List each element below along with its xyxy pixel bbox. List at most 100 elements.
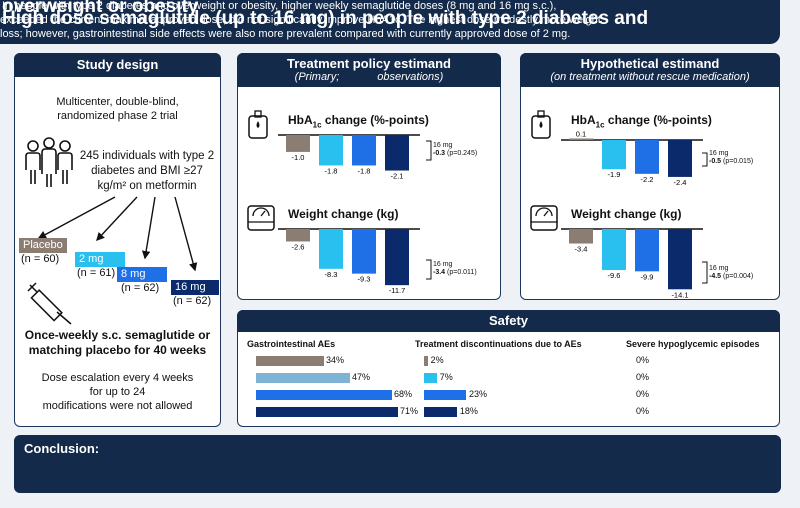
hy-weight-note: 16 mg -4.5 (p=0.004) — [709, 265, 754, 280]
discontinuation-value: 7% — [439, 372, 453, 382]
bar-16mg — [385, 229, 409, 286]
safety-title: Safety — [237, 310, 780, 332]
population-line-3: kg/m² on metformin — [97, 180, 197, 192]
arm-2mg-n: (n = 61) — [77, 267, 116, 279]
bar-value-label: -2.1 — [391, 172, 404, 181]
discontinuation-value: 23% — [469, 389, 488, 399]
summary-line-2: exceeded the current maximal approved do… — [0, 14, 601, 26]
weighing-scale-icon — [530, 205, 558, 231]
treatment-policy-subtitle-left: (Primary; — [294, 71, 340, 83]
discontinuation-value: 2% — [430, 355, 444, 365]
discontinuation-bar — [424, 390, 466, 400]
hypoglycemia-value: 0% — [636, 389, 650, 399]
escalation-line-2: for up to 24 — [89, 386, 146, 398]
arm-8mg-n: (n = 62) — [121, 282, 160, 294]
hy-hba1c-title: HbA1c change (%-points) — [571, 113, 712, 130]
gi-value: 34% — [326, 355, 345, 365]
gi-value: 71% — [400, 406, 419, 416]
hy-weight-title: Weight change (kg) — [571, 207, 682, 221]
bar-value-label: -2.2 — [641, 175, 654, 184]
hypothetical-title: Hypothetical estimand — [580, 56, 720, 71]
discontinuation-bar — [424, 407, 457, 417]
syringe-icon — [27, 282, 72, 325]
bar-8mg — [635, 140, 659, 174]
bar-value-label: -8.3 — [325, 270, 338, 279]
hy-hba1c-chart: 0.1 -1.9 -2.2 -2.4 — [561, 130, 703, 187]
bar-8mg — [635, 229, 659, 272]
hy-weight-bracket — [702, 261, 708, 284]
bar-placebo — [286, 229, 310, 242]
bar-value-label: -9.9 — [641, 272, 654, 281]
conclusion-title: Conclusion: — [24, 441, 100, 456]
header-banner: In people with type 2 diabetes and overw… — [0, 0, 780, 44]
glucose-meter-icon — [531, 110, 551, 139]
escalation-line-3: modifications were not allowed — [42, 400, 193, 412]
tp-hba1c-chart: -1.0 -1.8 -1.8 -2.1 — [278, 134, 420, 181]
people-group-icon — [25, 137, 73, 187]
tp-hba1c-note: 16 mg -0.3 (p=0.245) — [433, 142, 478, 157]
gi-bar — [256, 407, 398, 417]
escalation-line-1: Dose escalation every 4 weeks — [41, 372, 194, 384]
conclusion-panel: Conclusion: — [14, 435, 781, 493]
population-line-1: 245 individuals with type 2 — [79, 150, 215, 162]
title-line-1: overweight or obesity — [2, 0, 199, 17]
gi-bar — [256, 373, 350, 383]
bar-value-label: -1.0 — [292, 153, 305, 162]
bar-8mg — [352, 135, 376, 166]
bar-value-label: 0.1 — [576, 130, 586, 138]
bar-placebo — [286, 135, 310, 152]
treatment-policy-panel: Treatment policy estimand (Primary; obser… — [237, 53, 501, 300]
hy-hba1c-note: 16 mg -0.5 (p=0.015) — [709, 150, 754, 165]
discontinuation-bar — [424, 373, 437, 383]
discontinuation-bar — [424, 356, 428, 366]
treatment-policy-subtitle-right: observations) — [377, 71, 444, 83]
hypoglycemia-value: 0% — [636, 355, 650, 365]
arm-placebo-n: (n = 60) — [21, 253, 60, 265]
bar-16mg — [385, 135, 409, 171]
discontinuation-value: 18% — [459, 406, 478, 416]
arm-16mg-n: (n = 62) — [173, 295, 212, 307]
hypothetical-header: Hypothetical estimand (on treatment with… — [520, 53, 780, 87]
treatment-policy-header: Treatment policy estimand (Primary; obser… — [237, 53, 501, 87]
bar-2mg — [602, 140, 626, 170]
bar-8mg — [352, 229, 376, 274]
tp-weight-bracket — [426, 259, 432, 280]
title-line-2: High dose semaglutide (up to 16 mg) in p… — [2, 8, 649, 29]
bar-value-label: -1.8 — [358, 166, 371, 175]
gi-value: 68% — [394, 389, 413, 399]
study-design-title: Study design — [14, 53, 221, 77]
bar-value-label: -14.1 — [671, 290, 688, 299]
hy-hba1c-bracket — [702, 152, 708, 167]
design-line-1: Multicenter, double-blind, — [56, 96, 179, 108]
summary-line-3: loss; however, gastrointestinal side eff… — [0, 28, 571, 40]
bar-value-label: -9.3 — [358, 275, 371, 284]
bar-16mg — [668, 229, 692, 290]
bar-value-label: -2.6 — [292, 242, 305, 251]
treatment-line-1: Once-weekly s.c. semaglutide or — [24, 328, 211, 342]
tp-weight-title: Weight change (kg) — [288, 207, 399, 221]
arm-placebo-chip: Placebo — [19, 238, 67, 253]
discontinuation-header: Treatment discontinuations due to AEs — [415, 339, 582, 349]
arm-16mg-chip: 16 mg — [171, 280, 219, 295]
hypoglycemia-header: Severe hypoglycemic episodes — [626, 339, 760, 349]
tp-hba1c-bracket — [426, 140, 432, 161]
hypothetical-panel: Hypothetical estimand (on treatment with… — [520, 53, 780, 300]
gi-bar — [256, 390, 392, 400]
summary-line-1: In people with type 2 diabetes and overw… — [2, 0, 557, 12]
gi-header: Gastrointestinal AEs — [247, 339, 336, 349]
hypothetical-subtitle: (on treatment without rescue medication) — [550, 71, 750, 83]
randomization-arrows — [37, 196, 198, 272]
hypoglycemia-value: 0% — [636, 406, 650, 416]
arm-2mg-chip: 2 mg — [75, 252, 125, 267]
hypoglycemia-value: 0% — [636, 372, 650, 382]
bar-value-label: -3.4 — [575, 245, 588, 254]
bar-value-label: -9.6 — [608, 271, 621, 280]
bar-placebo — [569, 229, 593, 244]
safety-panel: Safety Gastrointestinal AEs Treatment di… — [237, 310, 780, 427]
bar-2mg — [319, 229, 343, 269]
bar-placebo — [569, 138, 593, 140]
gi-bar — [256, 356, 324, 366]
design-line-2: randomized phase 2 trial — [57, 110, 178, 122]
study-design-panel: Study design Multicenter, double-blind, … — [14, 53, 221, 427]
bar-value-label: -2.4 — [674, 178, 687, 187]
